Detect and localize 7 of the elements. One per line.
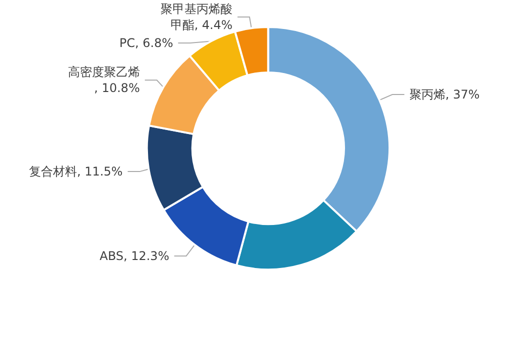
slice-label: 聚甲基丙烯酸甲酯, 4.4% [160, 2, 233, 32]
slice-label: 聚丙烯, 37% [409, 88, 480, 102]
slice-label: PC, 6.8% [119, 36, 174, 50]
slice-label: ABS, 12.3% [100, 248, 170, 263]
slice-label: 复合材料, 11.5% [28, 164, 123, 179]
data-label: , 10.8% [94, 81, 140, 96]
slice-label: 高密度聚乙烯 [68, 65, 140, 80]
